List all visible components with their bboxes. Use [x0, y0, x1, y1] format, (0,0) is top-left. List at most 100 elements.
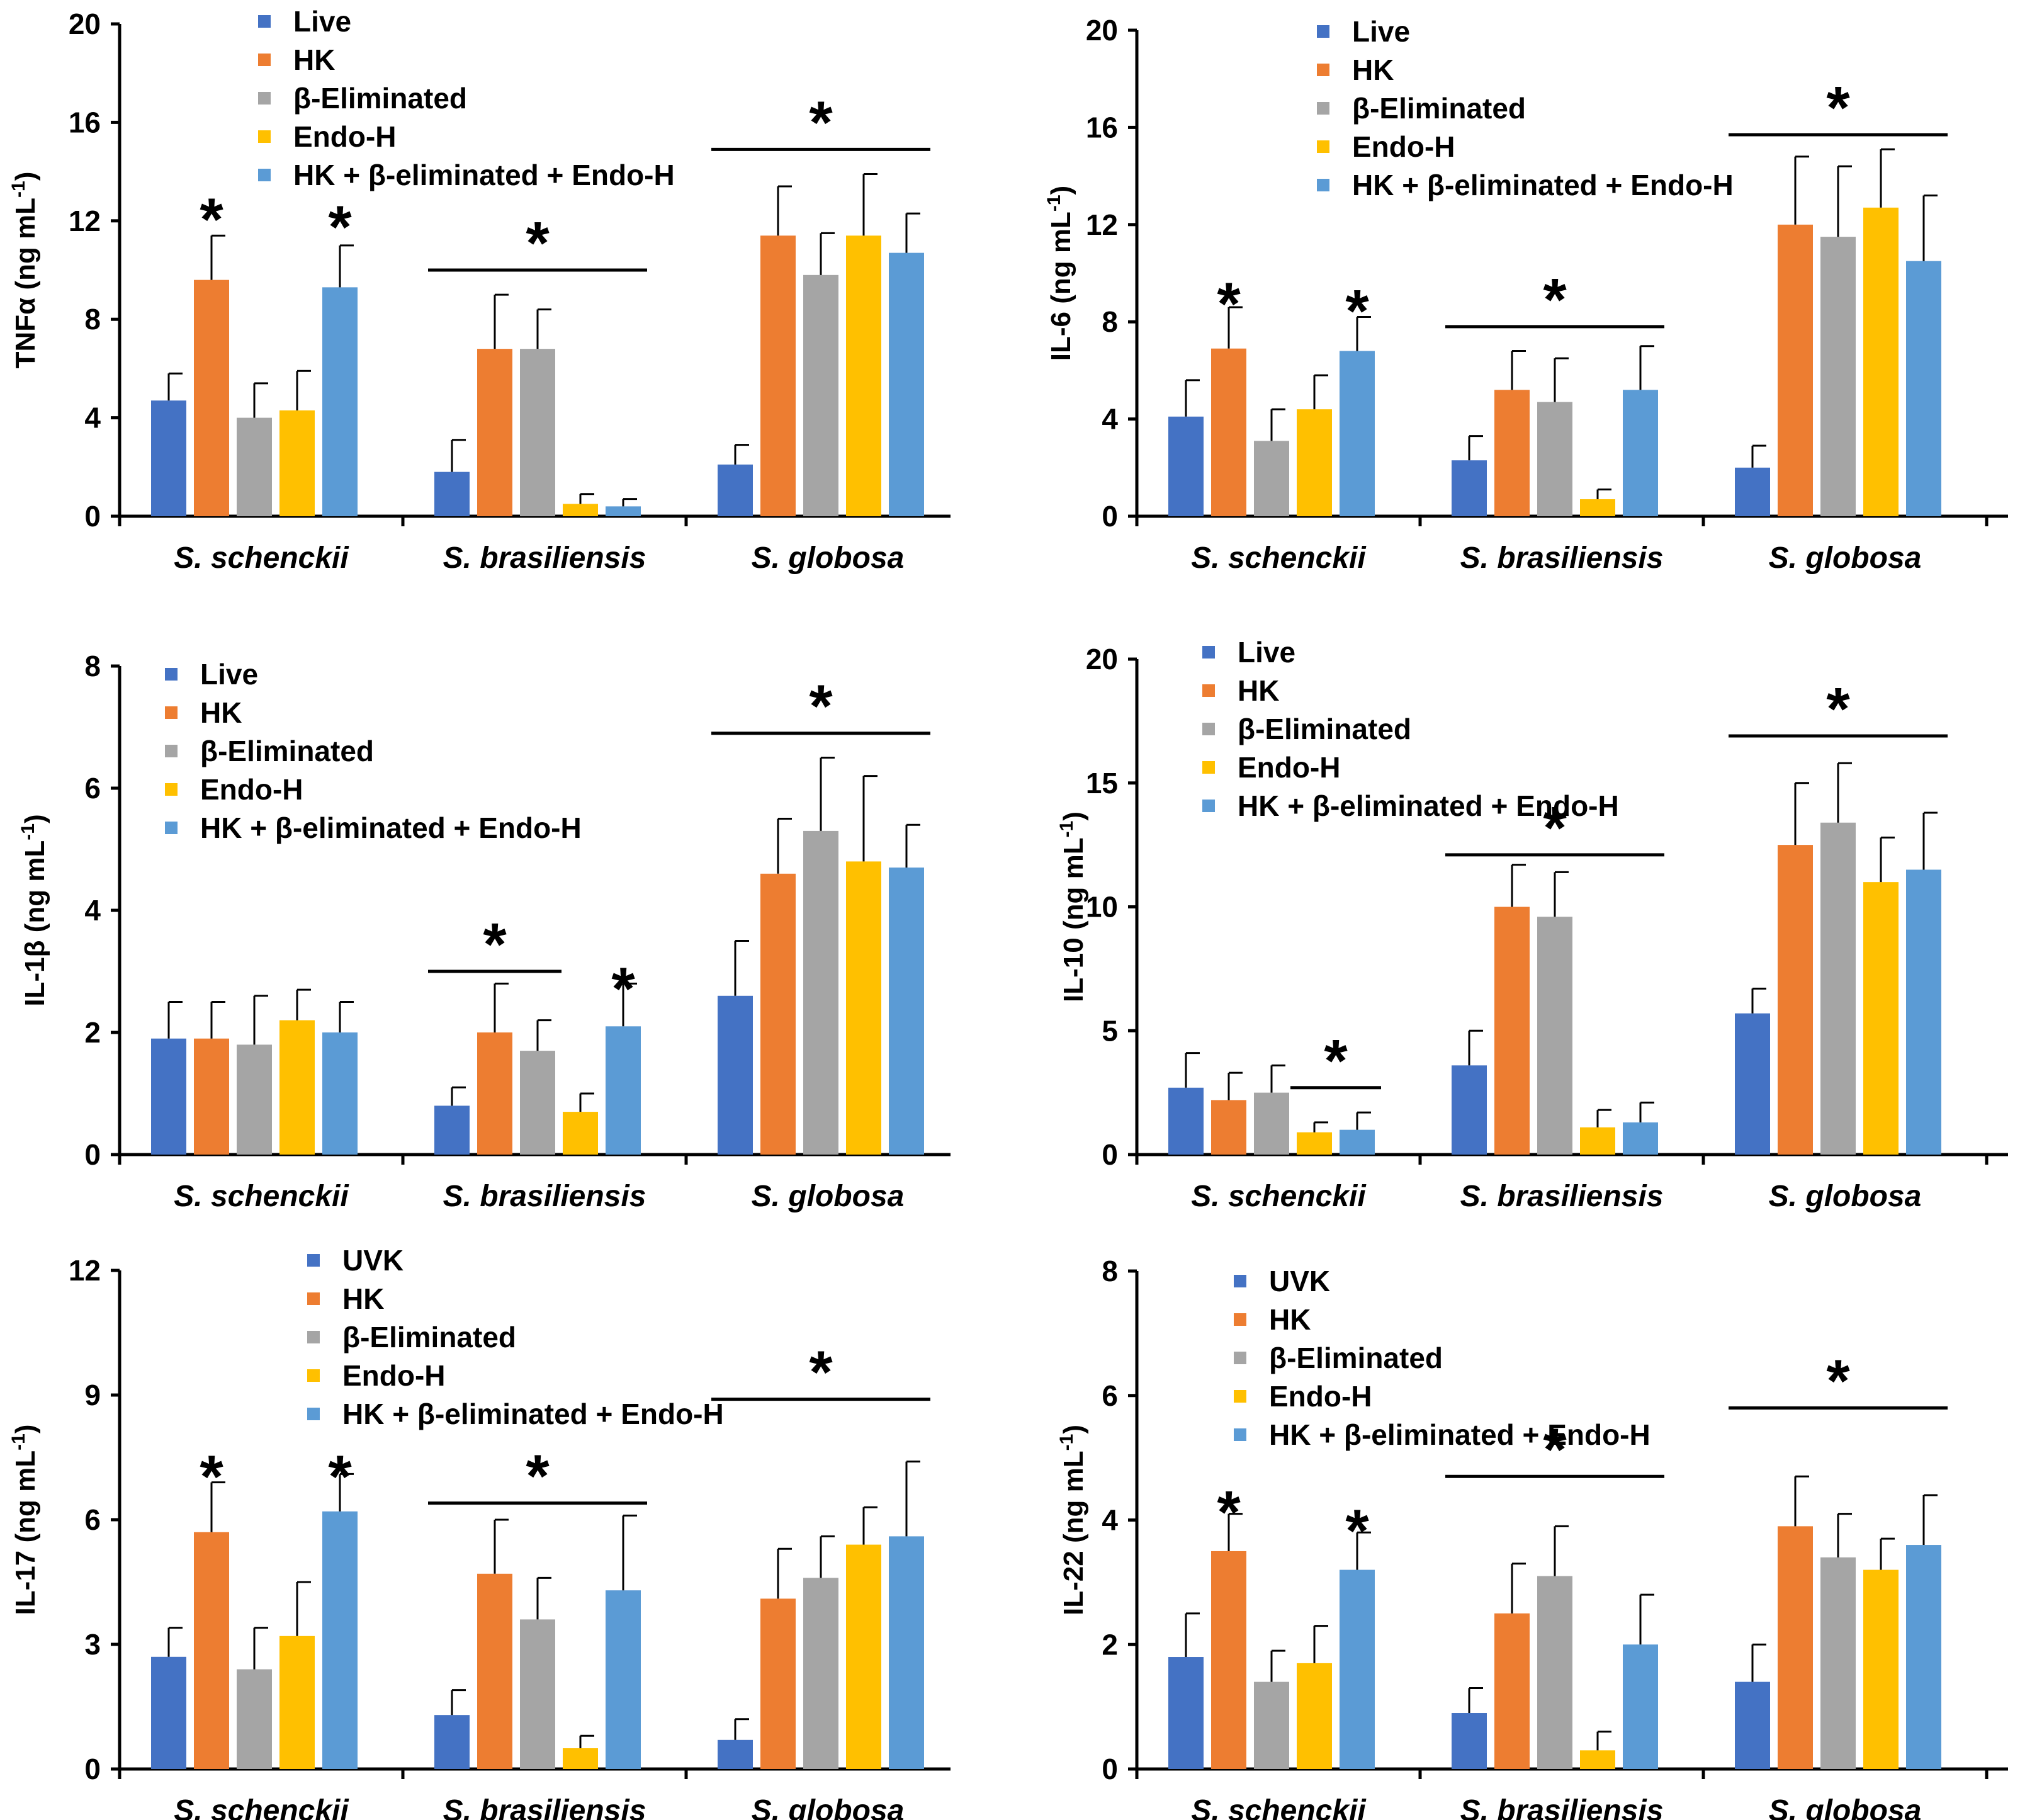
legend-label: HK [1352, 54, 1394, 86]
bar [1297, 409, 1332, 516]
legend-label: β-Eliminated [342, 1321, 516, 1354]
chart-panel-4: 0 5 10 15 20 S. schenckii S. brasiliensis S. gl… [1056, 636, 2008, 1213]
y-tick-label: 9 [84, 1379, 101, 1411]
bar [563, 504, 598, 516]
y-tick-label: 0 [84, 1138, 101, 1171]
legend-label: HK [1269, 1303, 1311, 1336]
bar [1778, 1526, 1813, 1769]
y-axis-title: IL-17 (ng mL-1) [8, 1425, 42, 1615]
y-axis-title-main: IL-22 (ng mL [1058, 1450, 1089, 1615]
significance-asterisk: * [200, 1443, 223, 1510]
category-label: S. globosa [1769, 1180, 1922, 1213]
y-tick-label: 20 [1086, 14, 1118, 47]
legend-label: HK [293, 43, 335, 76]
bar [1340, 1569, 1375, 1769]
legend-swatch [1234, 1313, 1246, 1326]
chart-panel-5: 0 3 6 9 12 S. schenckii S. brasiliensis S. glob… [8, 1244, 951, 1820]
y-axis-title-sup: -1 [1056, 1434, 1077, 1451]
bar [803, 1578, 838, 1769]
y-tick-label: 8 [1102, 305, 1118, 338]
legend-swatch [258, 15, 271, 28]
bar [194, 1038, 229, 1155]
y-axis-title-main: IL-6 (ng mL [1046, 212, 1076, 361]
significance-asterisk: * [611, 955, 635, 1022]
bar [151, 400, 186, 516]
legend-label: β-Eliminated [1269, 1342, 1443, 1374]
legend-label: β-Eliminated [1352, 92, 1526, 125]
category-label: S. globosa [752, 1180, 905, 1213]
legend-label: Endo-H [1238, 751, 1341, 784]
y-axis-title-tail: ) [1046, 186, 1076, 195]
bar [1254, 1682, 1289, 1769]
bar [1537, 402, 1572, 516]
y-tick-label: 2 [84, 1016, 101, 1049]
y-tick-label: 10 [1086, 891, 1118, 924]
bar [606, 1590, 641, 1769]
y-axis-title-tail: ) [10, 1425, 41, 1434]
category-label: S. schenckii [1191, 541, 1367, 575]
category-label: S. schenckii [174, 1180, 349, 1213]
legend-swatch [1202, 684, 1215, 697]
y-tick-label: 6 [1102, 1379, 1118, 1412]
legend-label: Endo-H [200, 773, 303, 806]
bar [1168, 1087, 1204, 1155]
y-tick-label: 4 [84, 894, 101, 927]
bar [1623, 390, 1658, 516]
legend-label: HK [200, 696, 242, 729]
bar [1735, 1013, 1770, 1155]
bar [1906, 1545, 1941, 1769]
bar [1820, 237, 1856, 516]
significance-asterisk: * [328, 193, 352, 261]
legend-swatch [258, 92, 271, 105]
y-tick-label: 0 [84, 1753, 101, 1785]
legend-swatch [1317, 102, 1329, 115]
legend-label: HK + β-eliminated + Endo-H [293, 159, 675, 191]
bar [803, 274, 838, 516]
bar [1863, 1569, 1899, 1769]
significance-asterisk: * [1543, 794, 1567, 862]
legend-swatch [1234, 1275, 1246, 1287]
legend-swatch [165, 745, 178, 757]
legend-swatch [307, 1292, 320, 1305]
y-tick-label: 6 [84, 1503, 101, 1536]
category-label: S. globosa [752, 1794, 905, 1820]
legend-label: HK [1238, 674, 1279, 707]
significance-asterisk: * [1543, 1416, 1567, 1483]
category-label: S. globosa [752, 541, 905, 575]
legend-swatch [1234, 1428, 1246, 1441]
category-label: S. brasiliensis [443, 1794, 646, 1820]
bar [194, 1532, 229, 1769]
bar [803, 830, 838, 1155]
bar [477, 349, 512, 516]
bar [1906, 261, 1941, 516]
legend-label: HK + β-eliminated + Endo-H [200, 811, 582, 844]
y-tick-label: 4 [1102, 1504, 1118, 1537]
y-axis-title-tail: ) [20, 814, 50, 823]
category-label: S. schenckii [174, 541, 349, 575]
y-axis-title: TNFα (ng mL-1) [8, 172, 42, 369]
significance-asterisk: * [1345, 278, 1369, 345]
y-tick-label: 20 [69, 8, 101, 40]
legend-label: Endo-H [1269, 1380, 1372, 1413]
bar [606, 506, 641, 516]
legend-swatch [307, 1254, 320, 1267]
legend-label: HK + β-eliminated + Endo-H [1269, 1418, 1650, 1451]
y-axis-title-main: TNFα (ng mL [10, 198, 41, 368]
bar [606, 1026, 641, 1155]
y-axis-title: IL-22 (ng mL-1) [1056, 1425, 1090, 1615]
significance-asterisk: * [1217, 271, 1241, 338]
legend-label: UVK [342, 1244, 403, 1277]
legend-swatch [258, 54, 271, 66]
category-label: S. brasiliensis [443, 1180, 646, 1213]
y-axis-title-tail: ) [10, 172, 41, 181]
bar [1580, 499, 1615, 516]
legend-swatch [165, 783, 178, 796]
bar [1494, 907, 1530, 1155]
y-tick-label: 12 [69, 1254, 101, 1287]
legend-label: Endo-H [293, 120, 397, 153]
y-axis-title: IL-1β (ng mL-1) [18, 814, 51, 1006]
bar [151, 1656, 186, 1769]
bar [194, 280, 229, 516]
legend-swatch [1202, 761, 1215, 774]
